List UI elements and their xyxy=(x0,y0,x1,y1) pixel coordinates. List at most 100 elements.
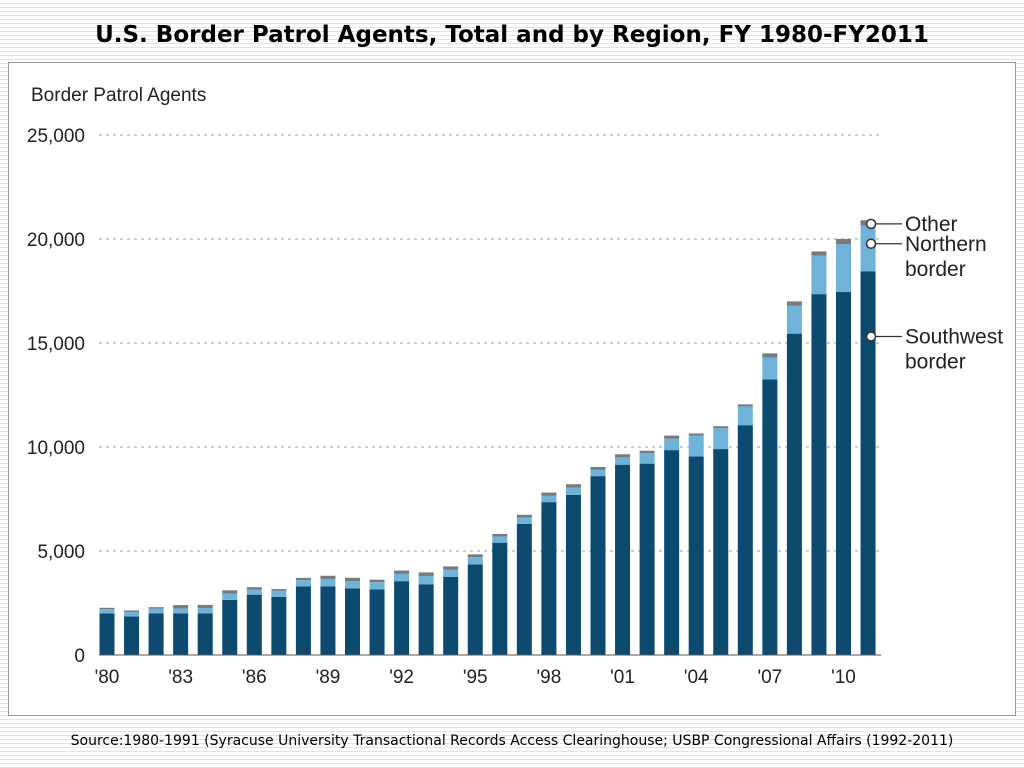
bar-segment xyxy=(786,333,802,655)
bar-segment xyxy=(295,580,311,587)
bar-segment xyxy=(418,584,434,655)
bar-segment xyxy=(516,514,532,518)
bar-segment xyxy=(639,463,655,655)
bar-segment xyxy=(590,469,606,477)
bar-segment xyxy=(467,557,483,565)
y-tick-label: 25,000 xyxy=(27,126,85,147)
bar-segment xyxy=(590,476,606,655)
bar-segment xyxy=(541,502,557,655)
bar-segment xyxy=(197,604,213,609)
bar-segment xyxy=(295,577,311,581)
x-tick-label: '07 xyxy=(757,667,782,688)
bar-segment xyxy=(99,613,115,655)
chart-frame: Border Patrol Agents 0 5,000 10,000 15,000 20… xyxy=(8,62,1016,716)
bar-segment xyxy=(222,590,238,594)
bar-segment xyxy=(860,271,876,655)
bar-segment xyxy=(271,590,287,597)
bar-segment xyxy=(786,301,802,306)
bar-segment xyxy=(565,494,581,655)
bar-segment xyxy=(541,492,557,496)
bar-segment xyxy=(99,609,115,614)
bar-segment xyxy=(639,450,655,454)
y-axis-title: Border Patrol Agents xyxy=(31,85,206,106)
bar-segment xyxy=(639,453,655,464)
bar-segment xyxy=(124,616,140,655)
slide-title: U.S. Border Patrol Agents, Total and by … xyxy=(95,22,929,48)
bar-segment xyxy=(173,613,189,655)
bar-segment xyxy=(565,487,581,495)
bar-segment xyxy=(811,255,827,295)
bar-segment xyxy=(664,435,680,439)
legend-marker xyxy=(865,238,877,250)
bar-segment xyxy=(320,575,336,580)
bar-segment xyxy=(492,542,508,655)
bar-segment xyxy=(836,292,851,655)
bar-segment xyxy=(394,573,410,582)
bar-segment xyxy=(492,536,508,543)
bar-segment xyxy=(246,589,262,595)
bar-segment xyxy=(811,251,827,256)
bar-segment xyxy=(148,607,164,609)
bar-segment xyxy=(836,239,851,245)
bar-segment xyxy=(811,294,827,655)
legend-label: Southwest xyxy=(905,325,1003,348)
bar-segment xyxy=(271,589,287,591)
bar-segment xyxy=(664,450,680,655)
bar-segment xyxy=(148,613,164,655)
bar-segment xyxy=(615,454,631,458)
bar-segment xyxy=(443,566,459,570)
bar-segment xyxy=(786,305,802,334)
bar-segment xyxy=(443,569,459,577)
bar-segment xyxy=(197,613,213,655)
bar-segment xyxy=(541,495,557,503)
bar-segment xyxy=(246,594,262,655)
y-tick-label: 15,000 xyxy=(27,334,85,355)
bar-segment xyxy=(369,589,385,655)
bar-segment xyxy=(418,575,434,585)
bar-segment xyxy=(173,605,189,609)
bar-segment xyxy=(836,244,851,293)
bar-segment xyxy=(173,608,189,614)
x-tick-label: '98 xyxy=(537,667,562,688)
bar-segment xyxy=(737,425,753,655)
legend-marker xyxy=(865,218,877,230)
bar-segment xyxy=(713,449,729,655)
bar-segment xyxy=(664,438,680,451)
x-tick-label: '95 xyxy=(463,667,488,688)
bar-segment xyxy=(688,456,704,655)
bar-segment xyxy=(418,572,434,576)
x-tick-label: '83 xyxy=(168,667,193,688)
y-tick-label: 20,000 xyxy=(27,230,85,251)
bar-segment xyxy=(688,433,704,436)
legend-label: border xyxy=(905,258,966,281)
bar-segment xyxy=(222,593,238,600)
bar-segment xyxy=(320,586,336,655)
x-tick-label: '01 xyxy=(610,667,635,688)
stacked-bar-chart: Border Patrol Agents 0 5,000 10,000 15,000 20… xyxy=(27,85,1003,688)
legend-label: Other xyxy=(905,213,958,236)
y-tick-label: 5,000 xyxy=(37,542,85,563)
bar-segment xyxy=(762,353,778,358)
y-tick-label: 10,000 xyxy=(27,438,85,459)
bar-segment xyxy=(443,577,459,655)
bar-segment xyxy=(320,579,336,587)
bar-segment xyxy=(394,570,410,574)
bar-segment xyxy=(737,406,753,426)
bar-segment xyxy=(713,428,729,450)
bar-segment xyxy=(762,379,778,655)
legend-label: border xyxy=(905,350,966,373)
bar-segment xyxy=(492,533,508,537)
source-note: Source:1980-1991 (Syracuse University Tr… xyxy=(70,733,954,749)
bar-segment xyxy=(590,466,606,470)
bar-segment xyxy=(222,599,238,655)
bar-segment xyxy=(762,357,778,380)
bar-segment xyxy=(345,581,360,589)
bar-segment xyxy=(615,464,631,655)
bar-segment xyxy=(369,582,385,590)
bar-segment xyxy=(345,588,360,655)
legend-label: Northern xyxy=(905,233,987,256)
y-tick-label: 0 xyxy=(74,646,85,667)
bar-segment xyxy=(369,579,385,583)
x-tick-label: '86 xyxy=(242,667,267,688)
bar-segment xyxy=(467,564,483,655)
